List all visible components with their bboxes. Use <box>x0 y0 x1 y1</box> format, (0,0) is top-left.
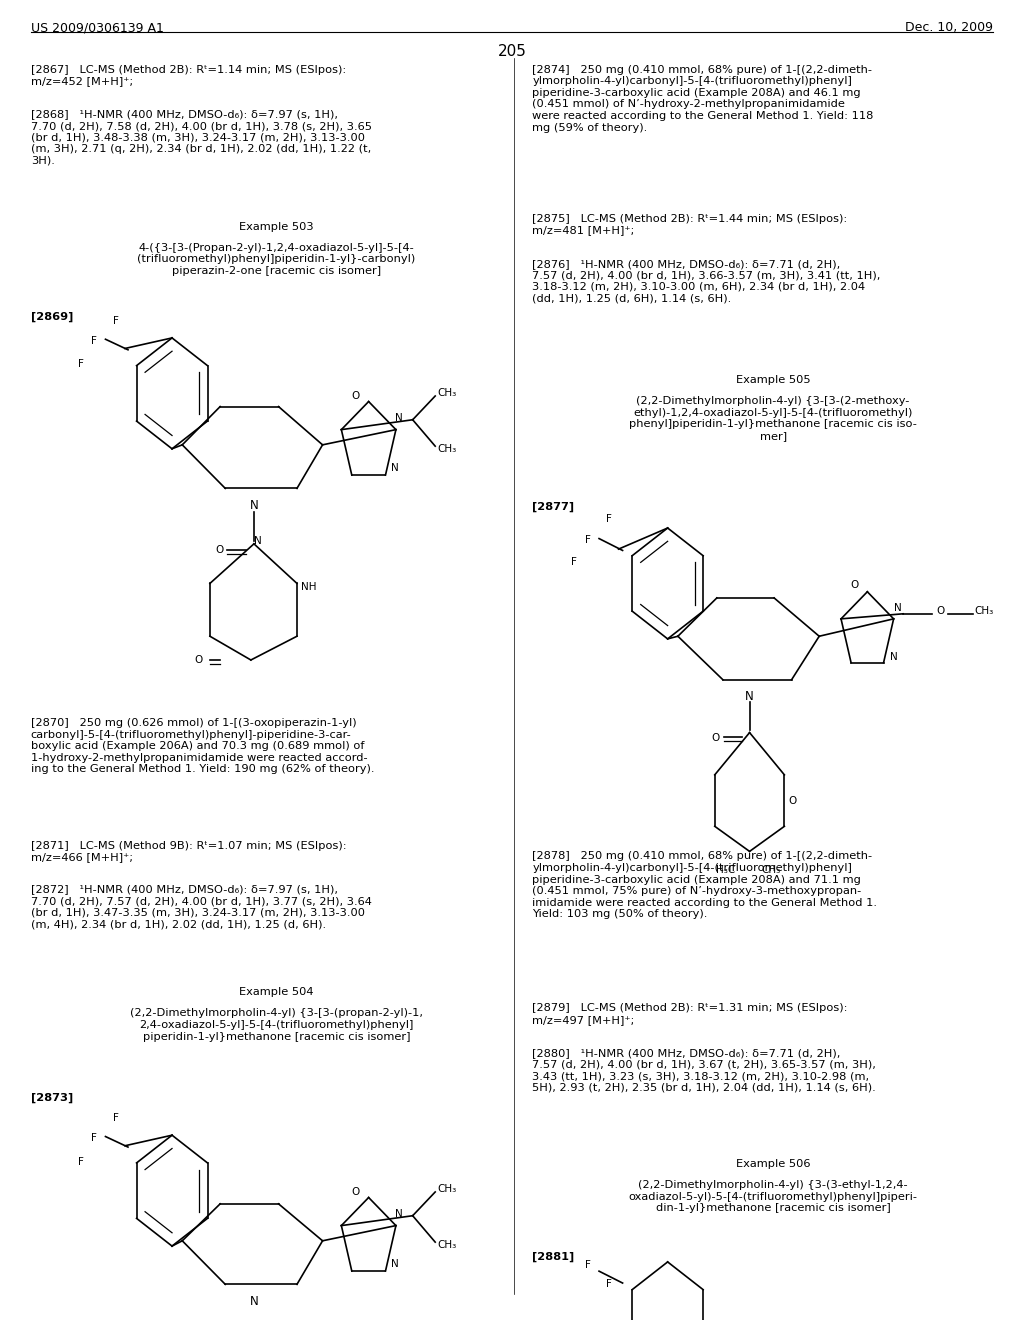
Text: (2,2-Dimethylmorpholin-4-yl) {3-(3-ethyl-1,2,4-
oxadiazol-5-yl)-5-[4-(trifluorom: (2,2-Dimethylmorpholin-4-yl) {3-(3-ethyl… <box>629 1180 918 1213</box>
Text: O: O <box>351 391 359 401</box>
Text: Example 503: Example 503 <box>240 222 313 232</box>
Text: CH₃: CH₃ <box>437 1184 457 1195</box>
Text: [2879]   LC-MS (Method 2B): Rᵗ=1.31 min; MS (ESIpos):
m/z=497 [M+H]⁺;: [2879] LC-MS (Method 2B): Rᵗ=1.31 min; M… <box>532 1003 848 1024</box>
Text: F: F <box>113 1113 119 1123</box>
Text: F: F <box>91 335 97 346</box>
Text: Example 504: Example 504 <box>240 987 313 998</box>
Text: F: F <box>78 359 84 370</box>
Text: O: O <box>351 1187 359 1197</box>
Text: CH₃: CH₃ <box>762 865 781 875</box>
Text: F: F <box>606 513 612 524</box>
Text: [2881]: [2881] <box>532 1251 574 1262</box>
Text: [2872]   ¹H-NMR (400 MHz, DMSO-d₆): δ=7.97 (s, 1H),
7.70 (d, 2H), 7.57 (d, 2H), : [2872] ¹H-NMR (400 MHz, DMSO-d₆): δ=7.97… <box>31 884 372 929</box>
Text: CH₃: CH₃ <box>437 1239 457 1250</box>
Text: [2871]   LC-MS (Method 9B): Rᵗ=1.07 min; MS (ESIpos):
m/z=466 [M+H]⁺;: [2871] LC-MS (Method 9B): Rᵗ=1.07 min; M… <box>31 841 346 862</box>
Text: (2,2-Dimethylmorpholin-4-yl) {3-[3-(propan-2-yl)-1,
2,4-oxadiazol-5-yl]-5-[4-(tr: (2,2-Dimethylmorpholin-4-yl) {3-[3-(prop… <box>130 1008 423 1041</box>
Text: N: N <box>250 499 258 512</box>
Text: CH₃: CH₃ <box>437 388 457 399</box>
Text: 4-({3-[3-(Propan-2-yl)-1,2,4-oxadiazol-5-yl]-5-[4-
(trifluoromethyl)phenyl]piper: 4-({3-[3-(Propan-2-yl)-1,2,4-oxadiazol-5… <box>137 243 416 276</box>
Text: F: F <box>570 557 577 568</box>
Text: US 2009/0306139 A1: US 2009/0306139 A1 <box>31 21 164 34</box>
Text: Example 505: Example 505 <box>736 375 810 385</box>
Text: N: N <box>250 1295 258 1308</box>
Text: N: N <box>395 1209 402 1220</box>
Text: [2870]   250 mg (0.626 mmol) of 1-[(3-oxopiperazin-1-yl)
carbonyl]-5-[4-(trifluo: [2870] 250 mg (0.626 mmol) of 1-[(3-oxop… <box>31 718 374 775</box>
Text: [2868]   ¹H-NMR (400 MHz, DMSO-d₆): δ=7.97 (s, 1H),
7.70 (d, 2H), 7.58 (d, 2H), : [2868] ¹H-NMR (400 MHz, DMSO-d₆): δ=7.97… <box>31 110 372 166</box>
Text: [2867]   LC-MS (Method 2B): Rᵗ=1.14 min; MS (ESIpos):
m/z=452 [M+H]⁺;: [2867] LC-MS (Method 2B): Rᵗ=1.14 min; M… <box>31 65 346 86</box>
Text: N: N <box>890 652 897 661</box>
Text: [2873]: [2873] <box>31 1093 73 1104</box>
Text: N: N <box>390 1259 398 1269</box>
Text: [2877]: [2877] <box>532 502 574 512</box>
Text: NH: NH <box>301 582 316 593</box>
Text: N: N <box>894 603 901 612</box>
Text: F: F <box>606 1279 612 1290</box>
Text: CH₃: CH₃ <box>975 606 994 616</box>
Text: N: N <box>254 536 262 546</box>
Text: CH₃: CH₃ <box>437 444 457 454</box>
Text: F: F <box>585 1259 591 1270</box>
Text: N: N <box>745 690 754 704</box>
Text: Example 506: Example 506 <box>736 1159 810 1170</box>
Text: O: O <box>788 796 797 807</box>
Text: (2,2-Dimethylmorpholin-4-yl) {3-[3-(2-methoxy-
ethyl)-1,2,4-oxadiazol-5-yl]-5-[4: (2,2-Dimethylmorpholin-4-yl) {3-[3-(2-me… <box>629 396 918 441</box>
Text: 205: 205 <box>498 44 526 58</box>
Text: F: F <box>91 1133 97 1143</box>
Text: N: N <box>395 413 402 424</box>
Text: O: O <box>195 655 203 665</box>
Text: [2880]   ¹H-NMR (400 MHz, DMSO-d₆): δ=7.71 (d, 2H),
7.57 (d, 2H), 4.00 (br d, 1H: [2880] ¹H-NMR (400 MHz, DMSO-d₆): δ=7.71… <box>532 1048 877 1093</box>
Text: [2878]   250 mg (0.410 mmol, 68% pure) of 1-[(2,2-dimeth-
ylmorpholin-4-yl)carbo: [2878] 250 mg (0.410 mmol, 68% pure) of … <box>532 851 878 920</box>
Text: O: O <box>936 606 944 616</box>
Text: H₃C: H₃C <box>716 865 735 875</box>
Text: O: O <box>215 545 223 556</box>
Text: F: F <box>585 535 591 545</box>
Text: O: O <box>851 579 859 590</box>
Text: F: F <box>113 315 119 326</box>
Text: [2875]   LC-MS (Method 2B): Rᵗ=1.44 min; MS (ESIpos):
m/z=481 [M+H]⁺;: [2875] LC-MS (Method 2B): Rᵗ=1.44 min; M… <box>532 214 848 235</box>
Text: [2869]: [2869] <box>31 312 73 322</box>
Text: F: F <box>78 1156 84 1167</box>
Text: N: N <box>390 463 398 473</box>
Text: [2876]   ¹H-NMR (400 MHz, DMSO-d₆): δ=7.71 (d, 2H),
7.57 (d, 2H), 4.00 (br d, 1H: [2876] ¹H-NMR (400 MHz, DMSO-d₆): δ=7.71… <box>532 259 881 304</box>
Text: [2874]   250 mg (0.410 mmol, 68% pure) of 1-[(2,2-dimeth-
ylmorpholin-4-yl)carbo: [2874] 250 mg (0.410 mmol, 68% pure) of … <box>532 65 873 133</box>
Text: Dec. 10, 2009: Dec. 10, 2009 <box>905 21 993 34</box>
Text: O: O <box>712 733 720 743</box>
